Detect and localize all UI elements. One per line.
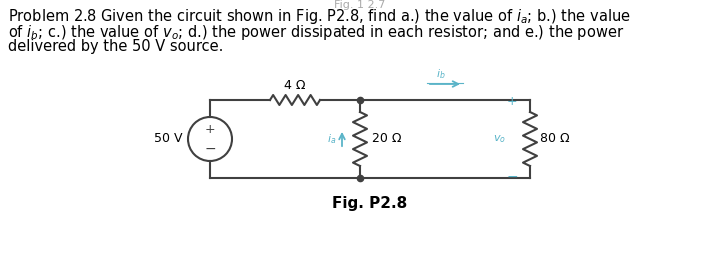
Text: Fig. P2.8: Fig. P2.8 xyxy=(332,196,408,211)
Text: $v_o$: $v_o$ xyxy=(493,133,506,145)
Text: of $i_b$; c.) the value of $v_o$; d.) the power dissipated in each resistor; and: of $i_b$; c.) the value of $v_o$; d.) th… xyxy=(8,23,624,42)
Text: 50 V: 50 V xyxy=(155,133,183,145)
Text: −: − xyxy=(506,170,518,184)
Text: delivered by the 50 V source.: delivered by the 50 V source. xyxy=(8,39,224,54)
Text: Fig. 1 2.7: Fig. 1 2.7 xyxy=(334,0,385,10)
Text: +: + xyxy=(205,123,215,136)
Text: 4 Ω: 4 Ω xyxy=(284,79,306,92)
Text: 20 Ω: 20 Ω xyxy=(372,133,401,145)
Text: $i_a$: $i_a$ xyxy=(326,132,336,146)
Text: $i_b$: $i_b$ xyxy=(436,67,446,81)
Text: −: − xyxy=(204,142,216,156)
Text: Problem 2.8 Given the circuit shown in Fig. P2.8, find a.) the value of $i_a$; b: Problem 2.8 Given the circuit shown in F… xyxy=(8,7,631,26)
Text: +: + xyxy=(507,95,517,108)
Text: 80 Ω: 80 Ω xyxy=(540,133,569,145)
